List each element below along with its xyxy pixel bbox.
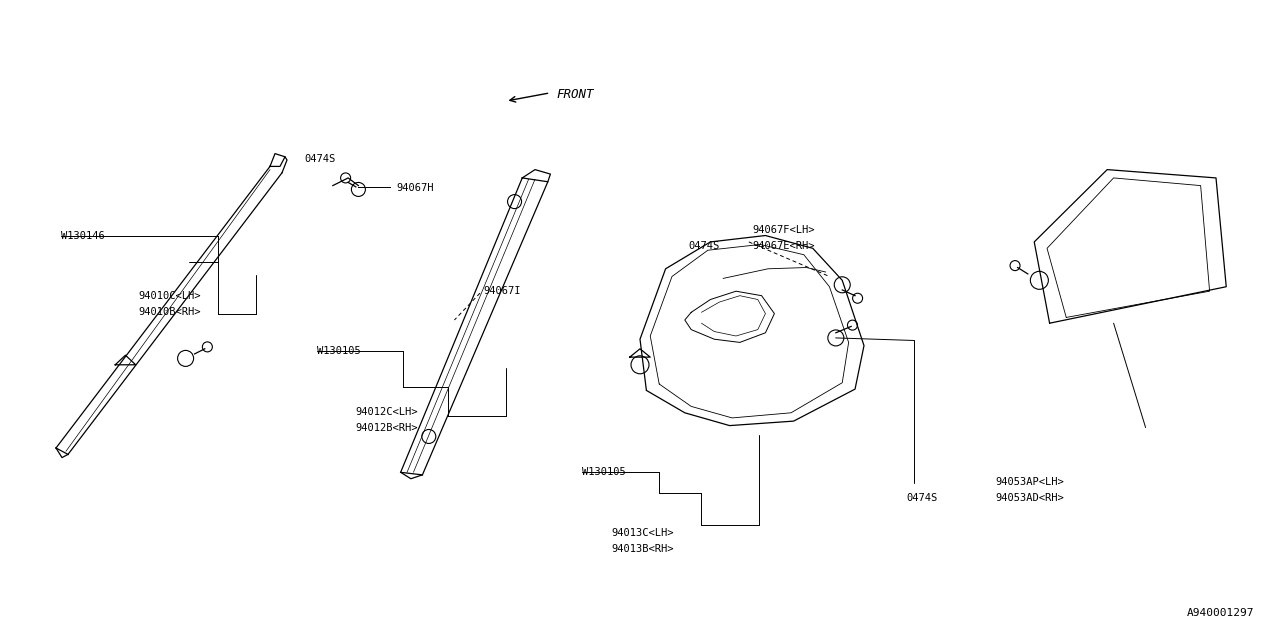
Text: 94012C<LH>: 94012C<LH>: [356, 406, 419, 417]
Text: 94067I: 94067I: [484, 286, 521, 296]
Text: 94012B<RH>: 94012B<RH>: [356, 422, 419, 433]
Text: 94010B<RH>: 94010B<RH>: [138, 307, 201, 317]
Text: 94067F<LH>: 94067F<LH>: [753, 225, 815, 236]
Text: W130105: W130105: [582, 467, 626, 477]
Text: W130105: W130105: [317, 346, 361, 356]
Text: 0474S: 0474S: [906, 493, 937, 503]
Text: W130146: W130146: [61, 230, 105, 241]
Text: FRONT: FRONT: [557, 88, 594, 101]
Text: 94067E<RH>: 94067E<RH>: [753, 241, 815, 252]
Text: 0474S: 0474S: [689, 241, 719, 252]
Text: 94013C<LH>: 94013C<LH>: [612, 528, 675, 538]
Text: 94067H: 94067H: [397, 182, 434, 193]
Text: 94010C<LH>: 94010C<LH>: [138, 291, 201, 301]
Text: A940001297: A940001297: [1187, 608, 1254, 618]
Text: 94053AP<LH>: 94053AP<LH>: [996, 477, 1065, 487]
Text: 94013B<RH>: 94013B<RH>: [612, 544, 675, 554]
Text: 94053AD<RH>: 94053AD<RH>: [996, 493, 1065, 503]
Text: 0474S: 0474S: [305, 154, 335, 164]
